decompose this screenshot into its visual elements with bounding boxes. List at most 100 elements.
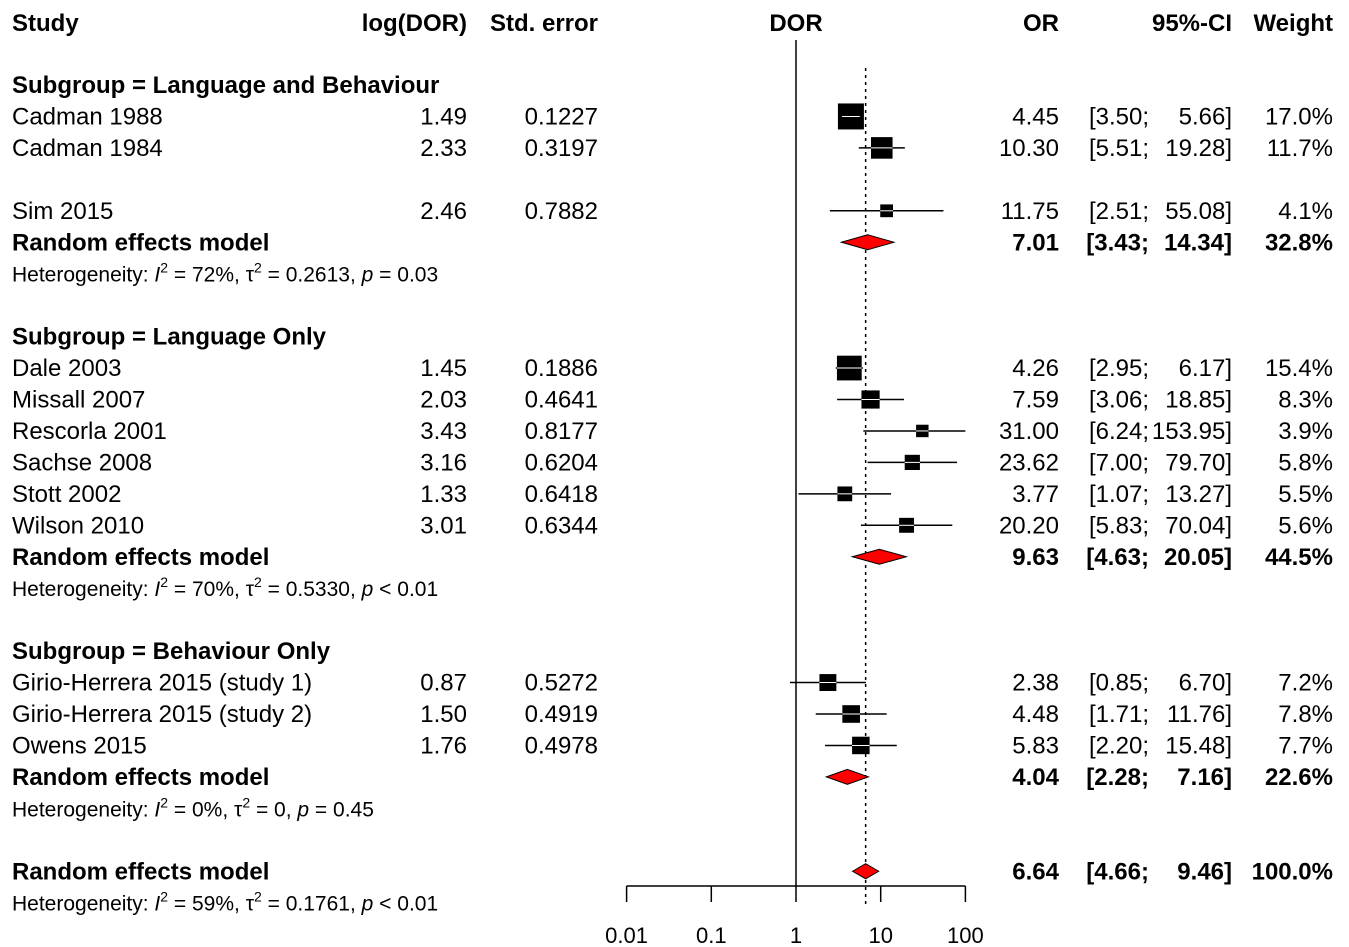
std-error-value: 0.6344 [525, 512, 598, 539]
column-headers: Study log(DOR) Std. error DOR OR 95%-CI … [12, 10, 1333, 37]
ci-upper: 5.66] [1179, 103, 1232, 130]
study-label: Dale 2003 [12, 355, 121, 382]
or-value: 4.45 [1012, 103, 1059, 130]
subgroup-label: Subgroup = Language Only [12, 324, 327, 351]
summary-diamond [824, 768, 870, 785]
or-value: 10.30 [999, 135, 1059, 162]
ci-lower: [2.95; [1089, 355, 1149, 382]
or-value: 5.83 [1012, 732, 1059, 759]
or-value: 20.20 [999, 512, 1059, 539]
study-label: Wilson 2010 [12, 512, 144, 539]
ci-upper: 6.70] [1179, 670, 1232, 697]
ci-upper: 7.16] [1177, 764, 1232, 791]
summary-diamond [850, 548, 909, 565]
or-value: 4.04 [1012, 764, 1059, 791]
std-error-value: 0.5272 [525, 670, 598, 697]
std-error-value: 0.1227 [525, 103, 598, 130]
study-label: Girio-Herrera 2015 (study 1) [12, 670, 312, 697]
header-ci: 95%-CI [1152, 10, 1232, 37]
ci-lower: [5.51; [1089, 135, 1149, 162]
header-or: OR [1023, 10, 1059, 37]
logdor-value: 1.33 [420, 481, 467, 508]
ci-lower: [1.71; [1089, 701, 1149, 728]
ci-lower: [6.24; [1089, 418, 1149, 445]
std-error-value: 0.4978 [525, 732, 598, 759]
weight-value: 11.7% [1267, 135, 1333, 162]
study-label: Rescorla 2001 [12, 418, 167, 445]
header-weight: Weight [1253, 10, 1333, 37]
or-value: 2.38 [1012, 670, 1059, 697]
summary-diamond [839, 234, 896, 251]
reference-lines [795, 40, 867, 908]
x-tick-label: 0.01 [605, 923, 648, 947]
x-tick-label: 100 [947, 923, 984, 947]
weight-value: 5.8% [1278, 449, 1333, 476]
ci-upper: 19.28] [1165, 135, 1232, 162]
std-error-value: 0.4641 [525, 387, 598, 414]
heterogeneity-text: Heterogeneity: I2 = 70%, τ2 = 0.5330, p … [12, 574, 438, 601]
heterogeneity-text: Heterogeneity: I2 = 59%, τ2 = 0.1761, p … [12, 889, 438, 916]
or-value: 3.77 [1012, 481, 1059, 508]
subgroup-label: Subgroup = Language and Behaviour [12, 72, 439, 99]
logdor-value: 2.46 [420, 198, 467, 225]
study-label: Sachse 2008 [12, 449, 152, 476]
std-error-value: 0.3197 [525, 135, 598, 162]
ci-lower: [3.50; [1089, 103, 1149, 130]
ci-lower: [1.07; [1089, 481, 1149, 508]
ci-upper: 79.70] [1165, 449, 1232, 476]
weight-value: 7.2% [1278, 670, 1333, 697]
ci-upper: 13.27] [1165, 481, 1232, 508]
ci-lower: [4.66; [1086, 858, 1149, 885]
subgroup-label: Subgroup = Behaviour Only [12, 638, 331, 665]
ci-upper: 55.08] [1165, 198, 1232, 225]
x-tick-label: 0.1 [696, 923, 727, 947]
study-label: Sim 2015 [12, 198, 113, 225]
study-label: Missall 2007 [12, 387, 145, 414]
study-label: Cadman 1984 [12, 135, 163, 162]
heterogeneity-text: Heterogeneity: I2 = 0%, τ2 = 0, p = 0.45 [12, 794, 374, 821]
weight-value: 44.5% [1265, 544, 1333, 571]
x-tick-label: 10 [868, 923, 892, 947]
header-std-error: Std. error [490, 10, 598, 37]
heterogeneity-text: Heterogeneity: I2 = 72%, τ2 = 0.2613, p … [12, 260, 438, 287]
ci-upper: 9.46] [1177, 858, 1232, 885]
logdor-value: 2.03 [420, 387, 467, 414]
or-value: 7.01 [1012, 229, 1059, 256]
study-label: Owens 2015 [12, 732, 147, 759]
weight-value: 7.8% [1278, 701, 1333, 728]
logdor-value: 3.01 [420, 512, 467, 539]
or-value: 11.75 [1001, 198, 1059, 225]
std-error-value: 0.6418 [525, 481, 598, 508]
or-value: 7.59 [1012, 387, 1059, 414]
std-error-value: 0.6204 [525, 449, 598, 476]
model-label: Random effects model [12, 858, 269, 885]
ci-upper: 70.04] [1165, 512, 1232, 539]
study-label: Cadman 1988 [12, 103, 163, 130]
logdor-value: 1.76 [420, 732, 467, 759]
ci-upper: 14.34] [1164, 229, 1232, 256]
header-dor: DOR [769, 10, 822, 37]
or-value: 4.48 [1012, 701, 1059, 728]
weight-value: 17.0% [1265, 103, 1333, 130]
std-error-value: 0.4919 [525, 701, 598, 728]
model-label: Random effects model [12, 544, 269, 571]
logdor-value: 3.43 [420, 418, 467, 445]
logdor-value: 1.45 [420, 355, 467, 382]
ci-lower: [2.51; [1089, 198, 1149, 225]
or-value: 4.26 [1012, 355, 1059, 382]
ci-upper: 18.85] [1165, 387, 1232, 414]
header-study: Study [12, 10, 79, 37]
weight-value: 3.9% [1278, 418, 1333, 445]
or-value: 9.63 [1012, 544, 1059, 571]
logdor-value: 1.50 [420, 701, 467, 728]
study-label: Stott 2002 [12, 481, 121, 508]
logdor-value: 1.49 [420, 103, 467, 130]
weight-value: 8.3% [1278, 387, 1333, 414]
x-tick-label: 1 [790, 923, 802, 947]
std-error-value: 0.7882 [525, 198, 598, 225]
ci-upper: 153.95] [1152, 418, 1232, 445]
weight-value: 5.5% [1278, 481, 1333, 508]
weight-value: 15.4% [1265, 355, 1333, 382]
plot-rows: Subgroup = Language and Behaviour Cadman … [12, 72, 1333, 916]
